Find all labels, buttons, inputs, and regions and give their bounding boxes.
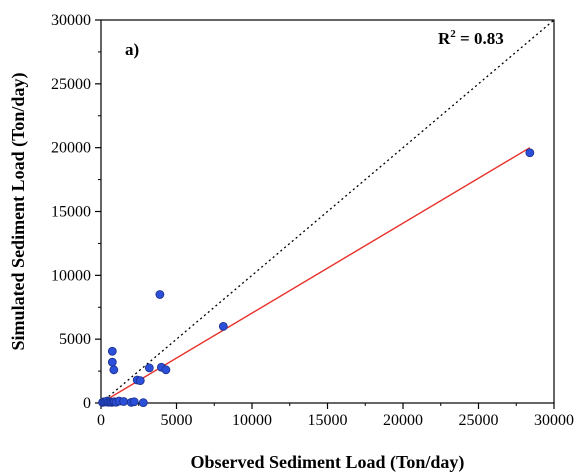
x-tick-label: 30000 — [534, 412, 574, 429]
y-axis-title: Simulated Sediment Load (Ton/day) — [8, 73, 29, 351]
x-axis-title: Observed Sediment Load (Ton/day) — [191, 452, 465, 473]
data-point — [107, 346, 117, 356]
x-tick-label: 20000 — [383, 412, 423, 429]
data-point — [525, 148, 535, 158]
one-to-one-line — [100, 19, 555, 404]
data-point — [119, 397, 129, 406]
data-point — [135, 376, 145, 386]
x-tick-label: 10000 — [232, 412, 272, 429]
panel-label: a) — [125, 40, 139, 59]
data-point — [144, 363, 154, 373]
r-squared-annotation: R2 = 0.83 — [438, 28, 504, 48]
r-value: = 0.83 — [456, 29, 504, 48]
y-tick-label: 25000 — [51, 76, 91, 93]
data-point — [129, 397, 139, 407]
y-tick-label: 15000 — [51, 204, 91, 221]
r-letter: R — [438, 29, 451, 48]
y-tick-label: 30000 — [51, 12, 91, 29]
y-tick-label: 10000 — [51, 267, 91, 284]
data-point — [109, 365, 119, 375]
x-tick-label: 5000 — [161, 412, 193, 429]
data-point — [218, 321, 228, 331]
y-tick-label: 0 — [83, 395, 91, 412]
plot-area: 0 5000 10000 15000 20000 25000 30000 0 5000 10000… — [51, 12, 574, 429]
regression-line — [100, 147, 531, 404]
x-tick-label: 25000 — [459, 412, 499, 429]
r-superscript: 2 — [450, 28, 456, 40]
x-tick-label: 0 — [97, 412, 105, 429]
data-point — [138, 398, 148, 408]
data-point — [161, 365, 171, 375]
y-tick-label: 5000 — [59, 331, 91, 348]
x-tick-label: 15000 — [308, 412, 348, 429]
data-point — [107, 357, 117, 367]
y-tick-label: 20000 — [51, 140, 91, 157]
data-point — [155, 290, 165, 299]
